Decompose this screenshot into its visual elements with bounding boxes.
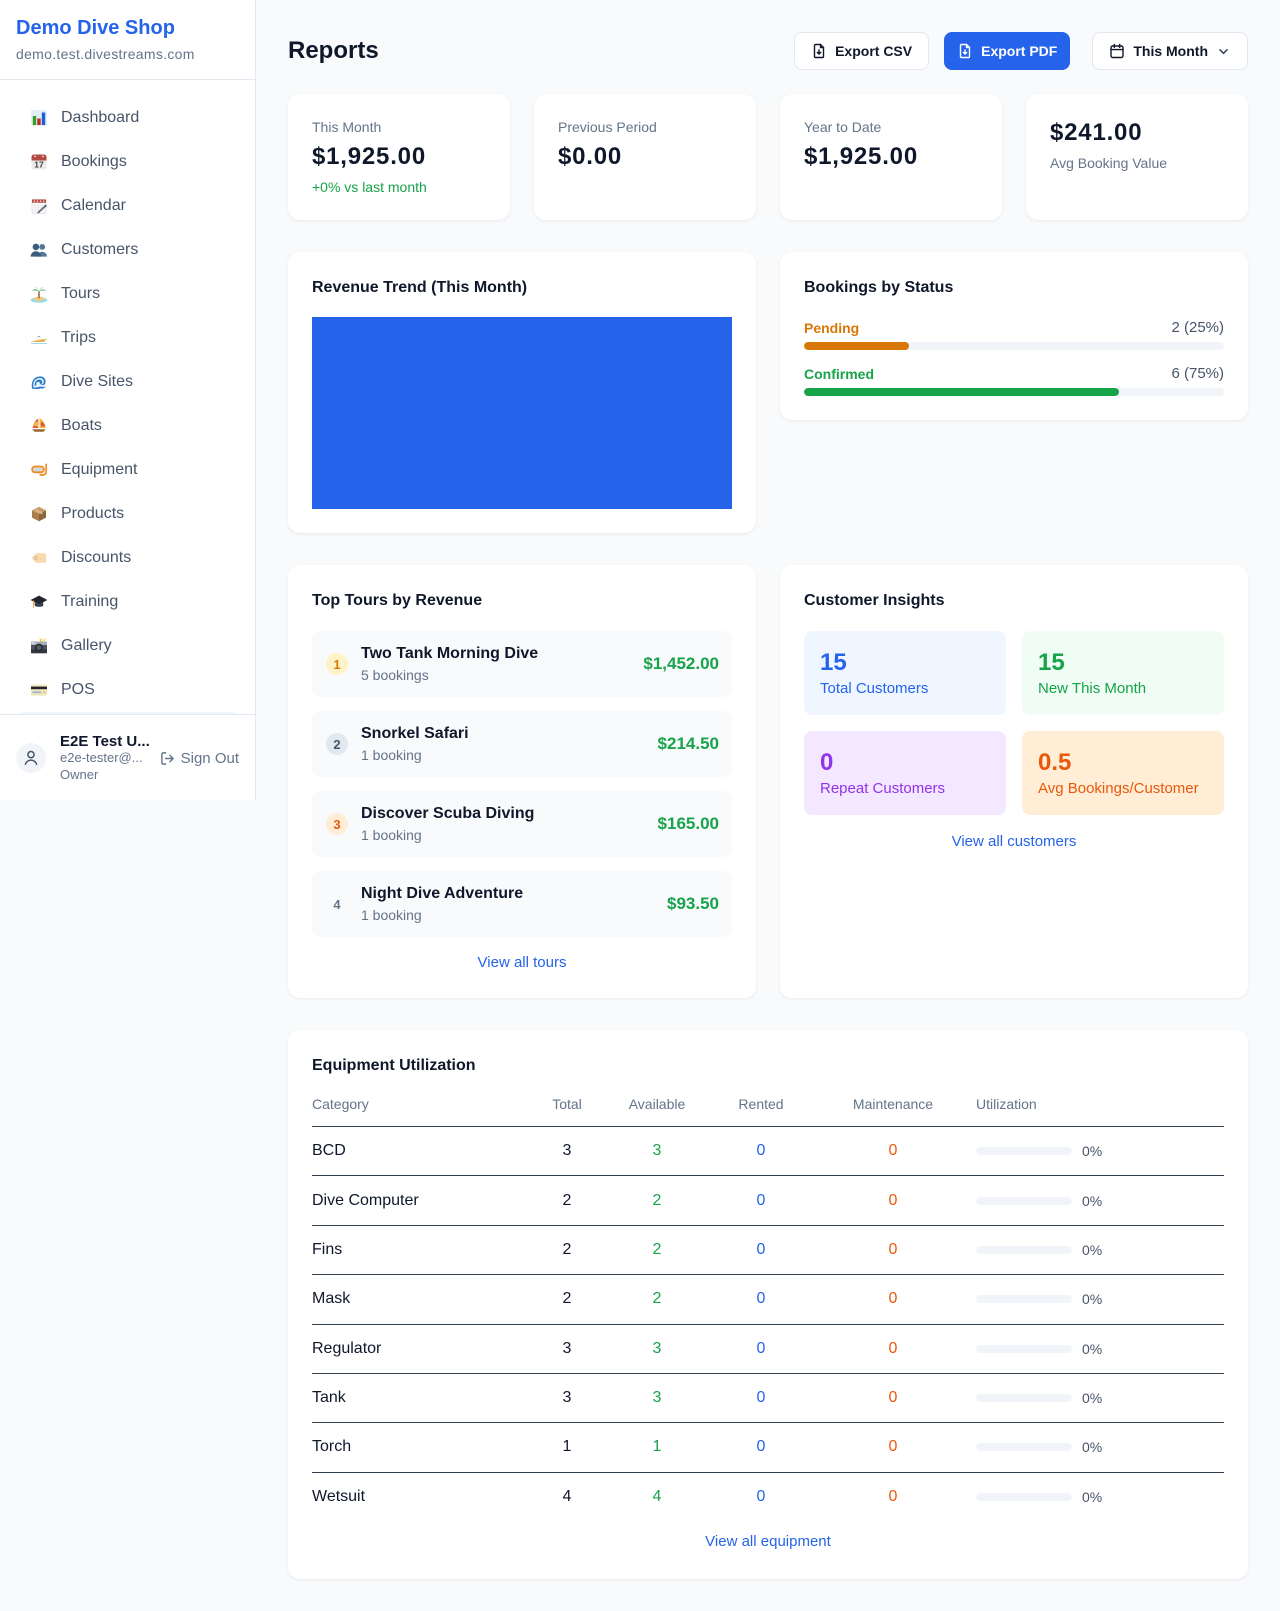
svg-text:17: 17 bbox=[34, 160, 44, 170]
